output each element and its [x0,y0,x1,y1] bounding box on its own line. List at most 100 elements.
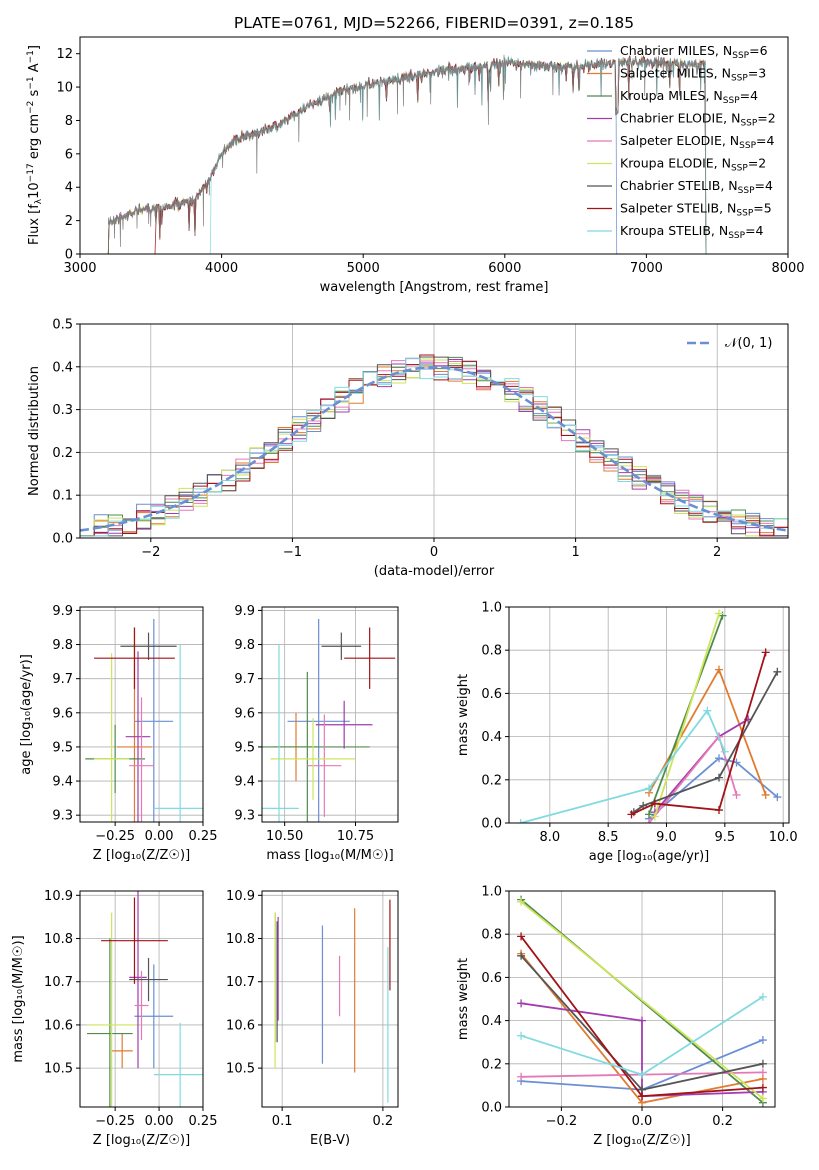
y-axis-label: mass [log₁₀(M/M☉)] [11,935,26,1062]
y-tick-label: 9.9 [234,604,255,619]
x-tick-label: −2 [141,545,160,560]
error-bar-point [270,717,356,800]
legend-entry-tail: =4 [756,133,774,148]
x-tick-label: 1 [571,545,579,560]
error-bar-point [129,697,154,822]
x-tick-label: 0.25 [189,829,218,844]
mass-weight-marker [650,812,659,821]
y-tick-label: 0.4 [481,730,502,745]
y-tick-label: 0.6 [481,971,502,986]
x-tick-label: 7000 [630,261,663,276]
mass-weight-marker [715,754,723,763]
y-tick-label: 4 [65,181,73,196]
x-tick-label: 0 [430,545,438,560]
y-tick-label: 10.7 [226,975,255,990]
chart-mass_vs_Z: −0.25 0.00 0.25 10.5 10.6 10.7 10.8 10.9 Z [log₁… [11,889,217,1148]
legend-entry-tail: =3 [748,66,766,81]
y-tick-label: 0.0 [481,1101,502,1116]
mass-weight-marker [517,999,526,1008]
x-tick-label: 0.2 [373,1114,394,1129]
mass-weight-marker [516,819,525,823]
mass-weight-marker [773,667,782,676]
legend-entry-sub: SSP [723,96,740,106]
legend-entry: Salpeter ELODIE, NSSP=4 [620,133,775,151]
legend-entry-sub: SSP [740,119,757,129]
plot-area [80,354,788,537]
y-tick-label: 0.2 [481,773,502,788]
x-tick-label: −0.2 [546,1114,578,1129]
mass-weight-marker [761,790,770,799]
y-tick-label: 10.5 [226,1062,255,1077]
legend-entry-label: Chabrier MILES, N [620,43,732,58]
y-axis-label-part: A [27,63,42,76]
y-tick-label: 0.1 [52,489,73,504]
y-tick-label: 10.8 [226,932,255,947]
mass-weight-marker [627,810,636,819]
y-tick-label: 6 [65,147,73,162]
y-tick-label: 0.2 [481,1057,502,1072]
mass-weight-marker [517,1072,526,1081]
legend-entry-label: Salpeter STELIB, N [620,201,736,216]
x-tick-label: 9.0 [656,830,677,845]
chart-mass_weight_vs_age: 8.0 8.5 9.0 9.5 10.0 0.0 0.2 0.4 0.6 0.8 1.0 age [l… [456,601,798,865]
error-bar-point [315,700,373,749]
x-tick-label: −0.25 [95,1114,135,1129]
y-tick-label: 10.6 [226,1018,255,1033]
y-tick-label: 10.8 [44,932,73,947]
y-tick-label: 0.4 [481,1014,502,1029]
error-bar-point [125,651,151,822]
x-tick-label: 5000 [347,261,380,276]
y-axis-label-part: ] [27,45,42,50]
mass-weight-marker [517,1031,526,1040]
y-tick-label: 8 [65,114,73,129]
legend-entry-sub: SSP [738,186,755,196]
y-axis-label-part: −17 [26,163,36,182]
mass-weight-marker [645,784,653,793]
y-tick-label: 0.0 [481,817,502,832]
y-tick-label: 10.5 [44,1062,73,1077]
mass-weight-marker [758,1083,767,1092]
plot-area [107,54,707,254]
mass-weight-marker [517,951,526,960]
legend-entry-tail: =4 [755,178,773,193]
y-tick-label: 0.5 [52,318,73,333]
error-bar-point [111,1033,133,1069]
chart-mass_vs_ebv: 0.1 0.2 10.5 10.6 10.7 10.8 10.9 E(B-V) [226,889,399,1148]
y-axis-label-part: −1 [26,76,36,89]
x-tick-label: 0.1 [272,1114,293,1129]
legend-entry-label: Kroupa ELODIE, N [620,156,731,171]
x-tick-label: 10.50 [266,829,303,844]
mass-weight-marker [517,897,526,906]
mass-weight-marker [715,665,723,674]
legend-entry: Salpeter STELIB, NSSP=5 [620,201,772,219]
error-bar-point [94,627,175,689]
y-axis-label-part: −2 [26,101,36,114]
y-tick-label: 9.3 [234,809,255,824]
x-tick-label: 9.5 [714,830,735,845]
x-tick-label: 6000 [488,261,521,276]
legend-entry-label: Chabrier STELIB, N [620,178,738,193]
chart-spectrum: 3000 4000 5000 6000 7000 8000 0 2 4 6 8 10 12 wavelen… [26,14,805,295]
x-tick-label: 10.75 [337,829,374,844]
y-tick-label: 1.0 [481,885,502,900]
legend-entry-sub: SSP [728,231,745,241]
normal-curve [80,365,788,532]
legend-entry-tail: =5 [753,201,771,216]
legend-entry-tail: =4 [745,223,763,238]
y-tick-label: 9.4 [234,775,255,790]
y-tick-label: 0.3 [52,403,73,418]
error-bar-point [321,632,362,660]
legend-entry-label: Kroupa MILES, N [620,88,723,103]
y-tick-label: 10.9 [226,889,255,904]
error-bar-point [134,618,174,822]
x-tick-label: −1 [283,545,302,560]
y-tick-label: 9.9 [52,604,73,619]
mass-weight-marker [703,706,712,715]
y-axis-label: age [log₁₀(age/yr)] [19,654,34,775]
x-tick-label: 0.00 [145,829,174,844]
legend-entry-sub: SSP [731,74,748,84]
mass-weight-marker [715,609,723,618]
y-tick-label: 9.8 [52,638,73,653]
y-tick-label: 9.7 [234,672,255,687]
